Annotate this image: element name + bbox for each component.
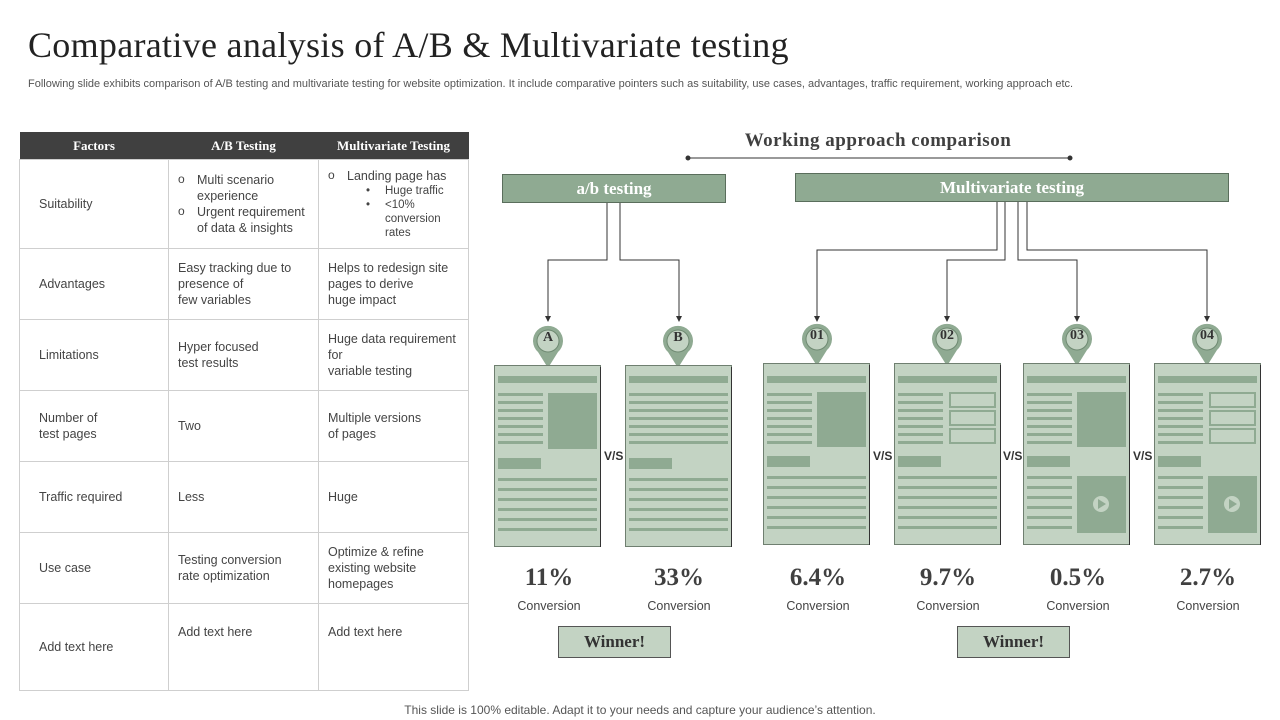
mv-cell: Helps to redesign site pages to derive h… [318, 248, 469, 320]
table-row: Use case Testing conversion rate optimiz… [19, 532, 469, 604]
conversion-percent: 0.5% [1049, 564, 1107, 591]
conversion-percent: 9.7% [919, 564, 977, 591]
variant-pin-a: A [531, 325, 565, 369]
factor-cell: Suitability [19, 159, 169, 249]
table-row: Traffic required Less Huge [19, 461, 469, 533]
vs-label: V/S [604, 449, 624, 463]
footer-note: This slide is 100% editable. Adapt it to… [404, 703, 876, 717]
factor-cell: Use case [19, 532, 169, 604]
conversion-caption: Conversion [786, 599, 850, 613]
header-multivariate-testing: Multivariate Testing [318, 132, 469, 160]
variant-pin-01: 01 [800, 323, 834, 367]
ab-cell: Multi scenario experience Urgent require… [168, 159, 319, 249]
pin-label: 02 [940, 328, 954, 343]
pin-marker-icon [1192, 323, 1222, 366]
conversion-percent: 2.7% [1179, 564, 1237, 591]
factor-cell: Traffic required [19, 461, 169, 533]
table-row: Add text here Add text here Add text her… [19, 603, 469, 691]
pin-label: 04 [1200, 328, 1214, 343]
ab-testing-header: a/b testing [502, 174, 726, 203]
variant-pin-03: 03 [1060, 323, 1094, 367]
sub-list-item: Huge traffic [366, 184, 460, 198]
mv-cell: Optimize & refine existing website homep… [318, 532, 469, 604]
list-item: Landing page has Huge traffic <10% conve… [328, 167, 460, 240]
vs-label: V/S [1133, 449, 1153, 463]
winner-badge-multivariate: Winner! [957, 626, 1070, 658]
conversion-caption: Conversion [647, 599, 711, 613]
conversion-caption: Conversion [1176, 599, 1240, 613]
vs-label: V/S [873, 449, 893, 463]
diagram-title: Working approach comparison [744, 130, 1012, 151]
pin-marker-icon [663, 325, 693, 368]
conversion-percent: 6.4% [789, 564, 847, 591]
conversion-caption: Conversion [916, 599, 980, 613]
page-subtitle: Following slide exhibits comparison of A… [28, 78, 1074, 90]
pin-label: A [542, 330, 554, 345]
sub-list-item: <10% conversion rates [366, 198, 460, 240]
mv-cell: Add text here [318, 603, 469, 691]
pin-marker-icon [802, 323, 832, 366]
comparison-table: Factors A/B Testing Multivariate Testing… [19, 132, 469, 691]
ab-cell: Testing conversion rate optimization [168, 532, 319, 604]
pin-marker-icon [932, 323, 962, 366]
mv-cell: Landing page has Huge traffic <10% conve… [318, 159, 469, 249]
list-item-text: Landing page has [347, 169, 447, 183]
page-mockup-icon [494, 365, 601, 547]
page-mockup-icon [1154, 363, 1261, 545]
page-title: Comparative analysis of A/B & Multivaria… [28, 25, 789, 65]
variant-pin-04: 04 [1190, 323, 1224, 367]
header-factors: Factors [19, 132, 169, 160]
page-mockup-icon [1023, 363, 1130, 545]
conversion-caption: Conversion [517, 599, 581, 613]
variant-pin-b: B [661, 325, 695, 369]
ab-cell: Easy tracking due to presence of few var… [168, 248, 319, 320]
list-item: Multi scenario experience [178, 171, 310, 204]
factor-cell: Limitations [19, 319, 169, 391]
ab-cell: Add text here [168, 603, 319, 691]
table-header-row: Factors A/B Testing Multivariate Testing [19, 132, 469, 160]
ab-cell: Hyper focused test results [168, 319, 319, 391]
conversion-percent: 33% [654, 564, 704, 591]
page-mockup-icon [625, 365, 732, 547]
winner-badge-ab: Winner! [558, 626, 671, 658]
table-row: Advantages Easy tracking due to presence… [19, 248, 469, 320]
vs-label: V/S [1003, 449, 1023, 463]
conversion-percent: 11% [524, 564, 574, 591]
factor-cell: Add text here [19, 603, 169, 691]
variant-pin-02: 02 [930, 323, 964, 367]
mv-cell: Huge [318, 461, 469, 533]
table-row: Limitations Hyper focused test results H… [19, 319, 469, 391]
page-mockup-icon [894, 363, 1001, 545]
pin-marker-icon [1062, 323, 1092, 366]
table-row: Suitability Multi scenario experience Ur… [19, 159, 469, 249]
pin-label: 01 [810, 328, 824, 343]
pin-marker-icon [533, 325, 563, 368]
list-item: Urgent requirement of data & insights [178, 203, 310, 236]
header-ab-testing: A/B Testing [168, 132, 319, 160]
mv-cell: Huge data requirement for variable testi… [318, 319, 469, 391]
ab-cell: Two [168, 390, 319, 462]
page-mockup-icon [763, 363, 870, 545]
pin-label: B [673, 330, 683, 345]
conversion-caption: Conversion [1046, 599, 1110, 613]
mv-cell: Multiple versions of pages [318, 390, 469, 462]
table-row: Number of test pages Two Multiple versio… [19, 390, 469, 462]
multivariate-testing-header: Multivariate testing [795, 173, 1229, 202]
pin-label: 03 [1070, 328, 1084, 343]
